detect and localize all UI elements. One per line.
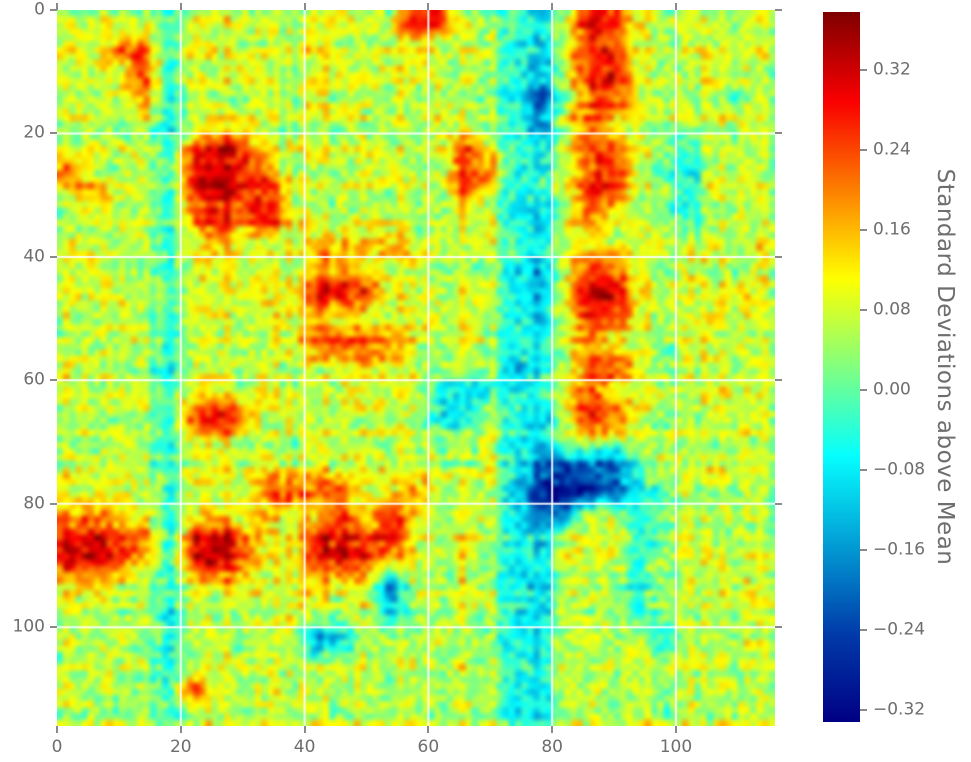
x-tick-label: 100	[659, 737, 693, 757]
y-tick-mark-right	[775, 132, 782, 135]
y-tick-mark	[50, 9, 57, 11]
y-tick-mark	[50, 255, 57, 258]
x-tick-mark	[56, 726, 58, 733]
heatmap-canvas	[57, 10, 775, 726]
y-tick-mark	[50, 502, 57, 505]
x-tick-mark	[674, 726, 677, 733]
x-tick-mark-top	[56, 3, 58, 10]
colorbar-tick-label: 0.24	[873, 139, 911, 160]
y-tick-mark	[50, 132, 57, 135]
x-tick-mark	[427, 726, 430, 733]
colorbar-tick-mark	[860, 629, 867, 631]
colorbar-tick-label: 0.00	[873, 379, 911, 400]
y-tick-mark	[50, 626, 57, 629]
x-tick-mark	[179, 726, 182, 733]
y-tick-label: 60	[23, 369, 45, 390]
x-tick-mark	[551, 726, 554, 733]
colorbar-tick-mark	[860, 69, 867, 71]
x-tick-label: 80	[541, 737, 563, 757]
colorbar-tick-label: 0.16	[873, 219, 911, 240]
colorbar-axis-label: Standard Deviations above Mean	[932, 168, 958, 566]
x-tick-label: 20	[169, 737, 192, 757]
colorbar-tick-mark	[860, 309, 867, 311]
colorbar-canvas	[823, 12, 860, 722]
colorbar-tick-mark	[860, 389, 867, 391]
x-tick-mark-top	[179, 3, 182, 10]
x-tick-mark-top	[674, 3, 677, 10]
colorbar-tick-mark	[860, 149, 867, 151]
y-tick-mark-right	[775, 502, 782, 505]
x-tick-label: 40	[293, 737, 316, 757]
y-tick-mark	[50, 379, 57, 382]
colorbar-tick-label: −0.24	[873, 619, 926, 640]
x-tick-mark	[303, 726, 306, 733]
y-tick-label: 80	[23, 493, 45, 514]
x-tick-label: 60	[417, 737, 440, 757]
x-tick-label: 0	[51, 737, 63, 757]
colorbar-tick-label: −0.32	[873, 699, 926, 720]
x-tick-mark-top	[303, 3, 306, 10]
y-tick-mark-right	[775, 379, 782, 382]
colorbar-tick-mark	[860, 229, 867, 231]
y-tick-label: 40	[23, 246, 45, 267]
y-tick-label: 0	[34, 0, 45, 20]
y-tick-mark-right	[775, 626, 782, 629]
colorbar-tick-mark	[860, 709, 867, 711]
x-tick-mark-top	[427, 3, 430, 10]
colorbar-tick-mark	[860, 549, 867, 551]
colorbar-tick-label: −0.08	[873, 459, 926, 480]
y-tick-mark-right	[775, 255, 782, 258]
colorbar-tick-label: −0.16	[873, 539, 926, 560]
colorbar-tick-label: 0.08	[873, 299, 911, 320]
colorbar-tick-label: 0.32	[873, 59, 911, 80]
y-tick-label: 20	[23, 122, 45, 143]
y-tick-mark-right	[775, 9, 782, 11]
colorbar-tick-mark	[860, 469, 867, 471]
y-tick-label: 100	[12, 616, 45, 637]
x-tick-mark-top	[551, 3, 554, 10]
